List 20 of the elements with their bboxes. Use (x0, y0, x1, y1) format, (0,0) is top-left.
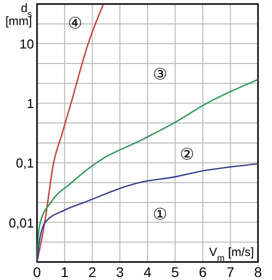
annotation: ③ (152, 66, 168, 84)
x-tick-label: 2 (88, 264, 96, 280)
line-series (36, 4, 104, 263)
x-tick-label: 7 (226, 264, 234, 280)
x-tick-label: 0 (33, 264, 42, 280)
x-tick-label: 1 (60, 264, 69, 280)
annotation: ② (180, 146, 194, 164)
x-axis-title: V$_{m}$ [m/s] (209, 245, 254, 263)
line-series (36, 163, 259, 263)
y-tick-label: 10 (20, 36, 34, 52)
x-tick-label: 8 (254, 264, 262, 280)
y-tick-label: 0,1 (16, 156, 34, 171)
y-tick-label: 1 (26, 96, 34, 112)
x-tick-label: 6 (198, 264, 207, 280)
x-tick-label: 4 (144, 264, 152, 280)
annotation: ① (152, 206, 168, 224)
annotation: ④ (68, 16, 82, 32)
y-tick-label: 0,01 (8, 215, 34, 230)
x-tick-label: 3 (116, 264, 124, 280)
x-tick-label: 5 (171, 264, 180, 280)
